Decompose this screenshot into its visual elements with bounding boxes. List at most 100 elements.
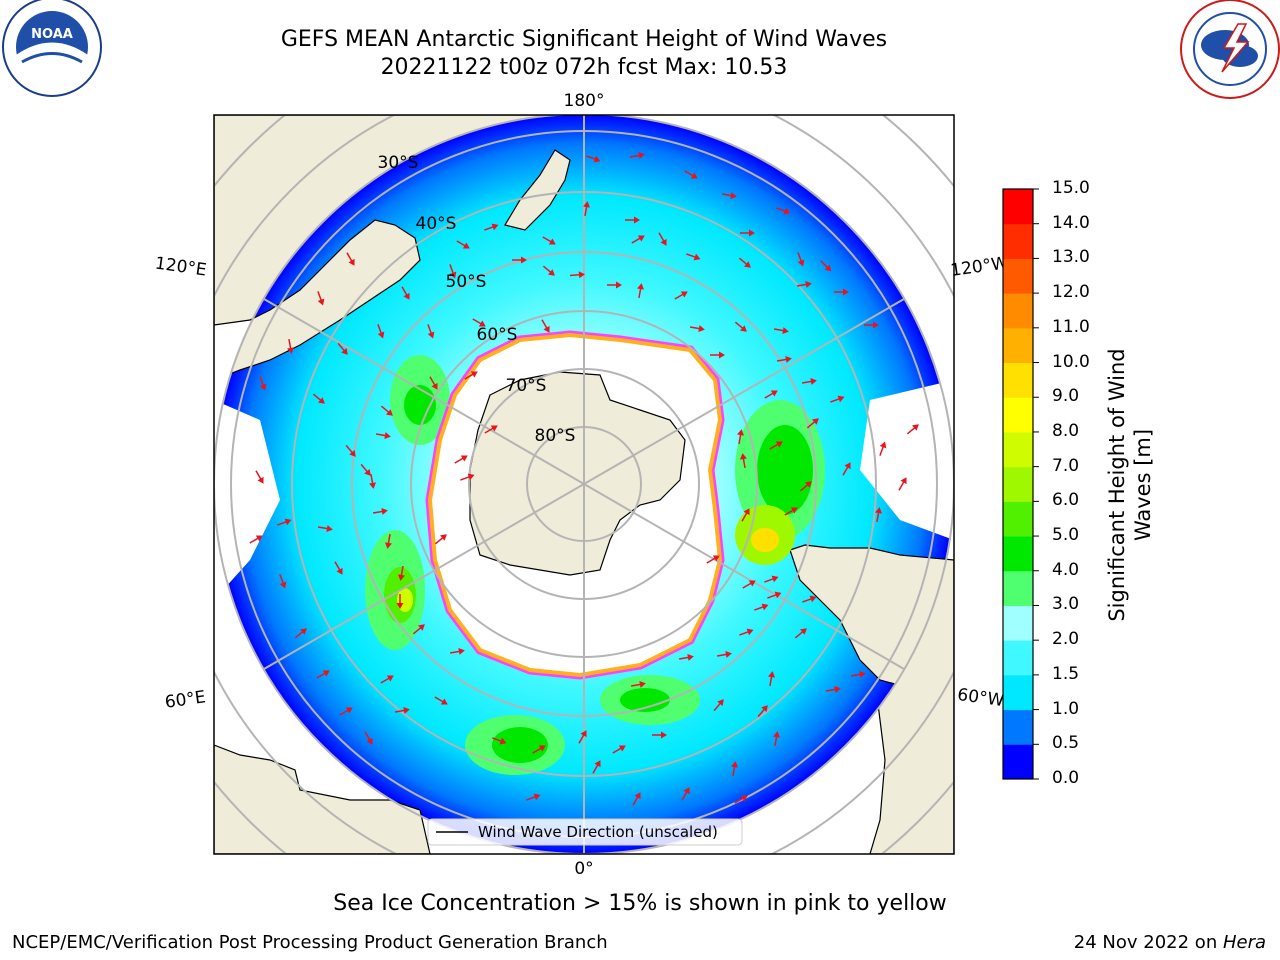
lon-label-120e: 120°E bbox=[154, 254, 208, 281]
lat-label-60s: 60°S bbox=[477, 325, 518, 345]
colorbar-segment bbox=[1003, 293, 1033, 329]
footer-date: 24 Nov 2022 on bbox=[1073, 932, 1223, 953]
wave-direction-arrow bbox=[372, 508, 388, 515]
colorbar-tick-label: 14.0 bbox=[1052, 212, 1090, 233]
map-frame bbox=[213, 114, 955, 855]
footer-right: 24 Nov 2022 on Hera bbox=[1074, 932, 1266, 953]
wave-direction-arrow bbox=[364, 731, 373, 745]
colorbar-segment bbox=[1003, 744, 1033, 780]
wave-direction-arrow bbox=[716, 651, 732, 658]
colorbar-segment bbox=[1003, 431, 1033, 468]
noaa-logo: NOAA bbox=[2, 0, 102, 97]
wave-direction-arrow bbox=[380, 675, 394, 684]
wave-direction-arrow bbox=[396, 594, 404, 609]
wave-direction-arrow bbox=[684, 170, 698, 179]
wave-direction-arrow bbox=[630, 681, 646, 688]
lat-label-80s: 80°S bbox=[535, 426, 576, 446]
wave-direction-arrow bbox=[754, 603, 769, 611]
chart-title-line2: 20221122 t00z 072h fcst Max: 10.53 bbox=[380, 55, 788, 80]
colorbar-segment bbox=[1003, 570, 1033, 606]
wave-direction-arrow bbox=[632, 792, 641, 806]
chart-title-line1: GEFS MEAN Antarctic Significant Height o… bbox=[280, 27, 888, 52]
wave-direction-arrow bbox=[385, 533, 392, 549]
sea-ice-caption: Sea Ice Concentration > 15% is shown in … bbox=[333, 891, 947, 916]
lat-label-50s: 50°S bbox=[446, 272, 487, 292]
colorbar-segment bbox=[1003, 397, 1033, 433]
wave-direction-arrow bbox=[794, 628, 807, 639]
lon-label-60w: 60°W bbox=[956, 685, 1005, 711]
wave-direction-arrow bbox=[456, 240, 470, 249]
wave-direction-arrow bbox=[339, 707, 353, 716]
wave-direction-arrow bbox=[879, 441, 887, 456]
wave-direction-arrow bbox=[512, 256, 527, 264]
wave-direction-arrow bbox=[541, 319, 550, 333]
footer-left: NCEP/EMC/Verification Post Processing Pr… bbox=[12, 932, 608, 953]
wave-direction-arrow bbox=[279, 574, 287, 589]
wave-direction-arrow bbox=[776, 356, 792, 363]
colorbar-tick-label: 2.0 bbox=[1052, 629, 1080, 650]
wave-direction-arrow bbox=[797, 252, 805, 267]
colorbar-tick-label: 10.0 bbox=[1052, 351, 1090, 372]
wave-direction-arrow bbox=[864, 321, 879, 329]
colorbar-segment bbox=[1003, 258, 1033, 294]
wave-direction-arrow bbox=[740, 229, 755, 237]
colorbar-segment bbox=[1003, 327, 1033, 364]
legend-label: Wind Wave Direction (unscaled) bbox=[478, 823, 718, 841]
lon-label-0: 0° bbox=[574, 859, 593, 879]
wave-direction-arrow bbox=[345, 444, 356, 457]
colorbar-tick-label: 12.0 bbox=[1052, 282, 1090, 303]
wave-direction-arrow bbox=[464, 371, 478, 380]
wave-direction-arrow bbox=[346, 252, 355, 266]
wave-direction-arrow bbox=[652, 731, 667, 739]
wave-direction-arrow bbox=[820, 260, 832, 272]
wave-direction-arrow bbox=[713, 699, 724, 712]
wave-direction-arrow bbox=[739, 628, 754, 636]
wave-direction-arrow bbox=[773, 327, 789, 334]
lon-label-120w: 120°W bbox=[949, 253, 1009, 281]
wave-direction-arrow bbox=[737, 429, 744, 445]
colorbar-tick-label: 0.0 bbox=[1052, 768, 1080, 788]
colorbar-segment bbox=[1003, 501, 1033, 537]
colorbar-tick-label: 3.0 bbox=[1052, 594, 1080, 615]
wave-direction-arrow bbox=[317, 291, 325, 306]
wave-direction-arrow bbox=[678, 654, 694, 661]
wave-direction-arrow bbox=[586, 155, 601, 163]
wave-direction-arrow bbox=[721, 192, 737, 199]
wave-direction-arrow bbox=[394, 707, 410, 714]
colorbar-segment bbox=[1003, 189, 1033, 225]
wave-direction-arrow bbox=[377, 324, 385, 339]
wave-direction-arrow bbox=[578, 730, 587, 744]
wave-direction-arrow bbox=[689, 325, 705, 332]
wave-direction-arrow bbox=[401, 286, 410, 300]
wave-direction-arrow bbox=[825, 686, 841, 693]
wave-direction-arrow bbox=[337, 342, 348, 355]
wave-direction-arrow bbox=[738, 257, 751, 268]
wave-direction-arrow bbox=[658, 232, 667, 246]
wave-direction-arrow bbox=[796, 281, 812, 288]
wave-direction-arrow bbox=[569, 271, 585, 279]
colorbar-segment bbox=[1003, 362, 1033, 398]
lat-label-30s: 30°S bbox=[378, 153, 419, 173]
wave-direction-arrow bbox=[375, 432, 391, 439]
colorbar-tick-label: 8.0 bbox=[1052, 420, 1080, 441]
wave-direction-arrow bbox=[412, 624, 425, 635]
wave-direction-vectors bbox=[249, 152, 919, 806]
wave-direction-arrow bbox=[801, 378, 817, 385]
wave-direction-arrow bbox=[850, 671, 866, 678]
wave-direction-arrow bbox=[583, 201, 590, 217]
wave-direction-arrow bbox=[674, 291, 688, 300]
wave-direction-arrow bbox=[734, 321, 747, 332]
colorbar-segment bbox=[1003, 640, 1033, 676]
lon-label-60e: 60°E bbox=[164, 687, 207, 712]
colorbar bbox=[1002, 188, 1039, 780]
wave-direction-arrow bbox=[612, 745, 626, 754]
wave-direction-arrow bbox=[542, 265, 555, 276]
wave-direction-arrow bbox=[429, 376, 438, 390]
wave-direction-arrow bbox=[592, 760, 601, 774]
wave-direction-arrow bbox=[629, 152, 645, 159]
wave-direction-arrow bbox=[784, 507, 798, 516]
wave-direction-arrow bbox=[472, 318, 486, 327]
wave-direction-arrow bbox=[706, 555, 720, 564]
wave-direction-arrow bbox=[259, 376, 267, 391]
